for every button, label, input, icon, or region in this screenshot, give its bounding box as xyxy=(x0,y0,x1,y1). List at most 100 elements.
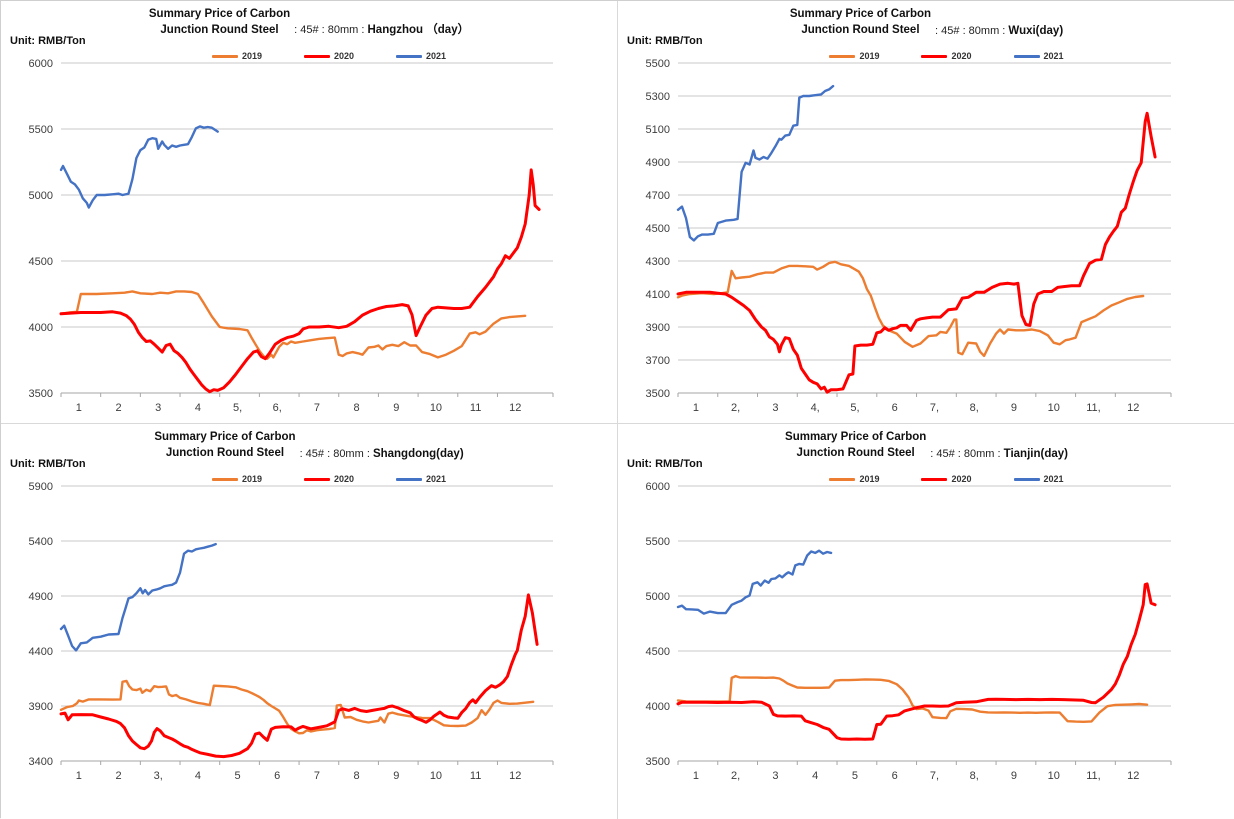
series-line-2019 xyxy=(676,674,1149,724)
legend-swatch-2019 xyxy=(211,54,238,58)
series-line-2021 xyxy=(676,84,835,242)
plot-area: 6000 5500 5000 4500 4000 3500 1 2, 3 4 5 6 7, 8, 9 10 11… xyxy=(622,470,1233,819)
chart-title-spec: : 45# : 80mm : Hangzhou （day） xyxy=(294,21,469,38)
legend-swatch-2020 xyxy=(921,477,948,481)
y-tick-label: 4500 xyxy=(646,223,670,235)
chart-spec-text: : 45# : 80mm : xyxy=(294,24,365,37)
y-tick-label: 5500 xyxy=(29,124,53,136)
chart-title-line2: Junction Round Steel xyxy=(801,23,920,36)
x-tick-label: 11, xyxy=(1086,770,1100,782)
x-tick-label: 12 xyxy=(1127,770,1139,782)
chart-title-main: Summary Price of Carbon Junction Round S… xyxy=(785,430,926,461)
x-tick-label: 12 xyxy=(1127,402,1139,414)
chart-title-line1: Summary Price of Carbon xyxy=(789,8,932,20)
legend-label: 2019 xyxy=(241,51,262,61)
chart-panel-hangzhou: Unit: RMB/Ton Summary Price of Carbon Ju… xyxy=(1,1,618,424)
series-line-2019 xyxy=(676,260,1145,358)
legend-swatch-2019 xyxy=(829,54,856,58)
x-tick-label: 6 xyxy=(892,770,898,782)
y-tick-label: 3700 xyxy=(646,355,670,367)
x-tick-label: 8, xyxy=(970,402,979,414)
legend-swatch-2020 xyxy=(303,54,330,58)
legend-item-2021: 2021 xyxy=(396,474,446,484)
x-tick-label: 8, xyxy=(970,770,979,782)
legend-item-2020: 2020 xyxy=(303,51,354,61)
legend-swatch-2021 xyxy=(396,477,423,481)
y-tick-label: 3900 xyxy=(29,701,53,713)
legend: 2019 2020 2021 xyxy=(61,51,597,61)
chart-title-main: Summary Price of Carbon Junction Round S… xyxy=(154,430,295,461)
y-tick-label: 3500 xyxy=(29,388,53,400)
chart-title-spec: : 45# : 80mm : Shangdong(day) xyxy=(300,448,464,461)
x-tick-label: 6 xyxy=(274,770,280,782)
legend-swatch-2021 xyxy=(1013,54,1040,58)
legend: 2019 2020 2021 xyxy=(678,474,1215,484)
y-tick-label: 3500 xyxy=(646,756,670,768)
chart-panel-tianjin: Unit: RMB/Ton Summary Price of Carbon Ju… xyxy=(618,424,1234,819)
chart-title-line1: Summary Price of Carbon xyxy=(785,431,927,443)
plot-area: 6000 5500 5000 4500 4000 3500 1 2 3 4 5, 6, 7 8 9 10 11 1… xyxy=(5,47,615,423)
x-tick-label: 10 xyxy=(430,402,442,414)
y-tick-label: 4900 xyxy=(29,591,53,603)
legend-item-2020: 2020 xyxy=(303,474,354,484)
x-tick-label: 3 xyxy=(155,402,161,414)
legend-label: 2019 xyxy=(859,51,880,61)
chart-title: Summary Price of Carbon Junction Round S… xyxy=(618,7,1234,38)
x-tick-label: 5 xyxy=(852,770,858,782)
chart-spec-text: : 45# : 80mm : xyxy=(930,448,1001,461)
legend-item-2021: 2021 xyxy=(1013,474,1064,484)
legend-label: 2021 xyxy=(426,51,447,61)
chart-city-label: Hangzhou （day） xyxy=(367,24,470,37)
x-tick-label: 1 xyxy=(76,402,82,414)
x-tick-label: 2 xyxy=(115,402,121,414)
x-tick-label: 2, xyxy=(731,770,740,782)
x-tick-label: 12 xyxy=(509,770,521,782)
legend-swatch-2020 xyxy=(303,477,330,481)
chart-city-label: Wuxi(day) xyxy=(1008,25,1064,38)
legend-swatch-2019 xyxy=(829,477,856,481)
legend-item-2020: 2020 xyxy=(921,51,972,61)
chart-title-line2: Junction Round Steel xyxy=(165,446,285,459)
y-tick-label: 5100 xyxy=(646,124,670,136)
y-tick-label: 5900 xyxy=(29,481,53,493)
series-line-2021 xyxy=(59,125,219,209)
legend-item-2019: 2019 xyxy=(829,474,879,484)
x-tick-label: 1 xyxy=(76,770,82,782)
x-tick-label: 6 xyxy=(892,402,898,414)
chart-title-spec: : 45# : 80mm : Wuxi(day) xyxy=(935,25,1063,38)
x-tick-label: 1 xyxy=(693,770,699,782)
y-tick-label: 5400 xyxy=(29,536,53,548)
x-tick-label: 7 xyxy=(314,770,320,782)
series-line-2021 xyxy=(676,549,833,615)
x-tick-label: 10 xyxy=(430,770,442,782)
x-tick-label: 9 xyxy=(393,402,399,414)
legend-swatch-2020 xyxy=(921,54,948,58)
legend-item-2019: 2019 xyxy=(829,51,879,61)
legend-item-2019: 2019 xyxy=(211,474,262,484)
legend-item-2019: 2019 xyxy=(211,51,262,61)
legend-item-2021: 2021 xyxy=(1013,51,1064,61)
x-tick-label: 7, xyxy=(930,402,939,414)
x-tick-label: 9 xyxy=(1011,770,1017,782)
legend-item-2020: 2020 xyxy=(921,474,972,484)
legend-label: 2021 xyxy=(1043,51,1064,61)
y-tick-label: 5300 xyxy=(646,91,670,103)
legend-swatch-2021 xyxy=(396,54,423,58)
x-tick-label: 6, xyxy=(273,402,282,414)
y-tick-label: 4000 xyxy=(29,322,53,334)
unit-label: Unit: RMB/Ton xyxy=(627,458,703,470)
x-tick-label: 11 xyxy=(470,402,481,414)
chart-city-label: Tianjin(day) xyxy=(1003,448,1068,461)
chart-spec-text: : 45# : 80mm : xyxy=(299,448,370,461)
legend-label: 2020 xyxy=(951,474,972,484)
y-tick-label: 4500 xyxy=(29,256,53,268)
legend-item-2021: 2021 xyxy=(396,51,446,61)
x-tick-label: 5 xyxy=(235,770,241,782)
chart-title-line1: Summary Price of Carbon xyxy=(148,8,291,20)
plot-area: 5900 5400 4900 4400 3900 3400 1 2 3, 4 5 6 7 8 9 10 11 12 xyxy=(5,470,615,819)
y-tick-label: 6000 xyxy=(29,58,53,70)
series-line-2020 xyxy=(676,111,1157,394)
chart-title-main: Summary Price of Carbon Junction Round S… xyxy=(790,7,931,38)
unit-label: Unit: RMB/Ton xyxy=(627,35,703,47)
